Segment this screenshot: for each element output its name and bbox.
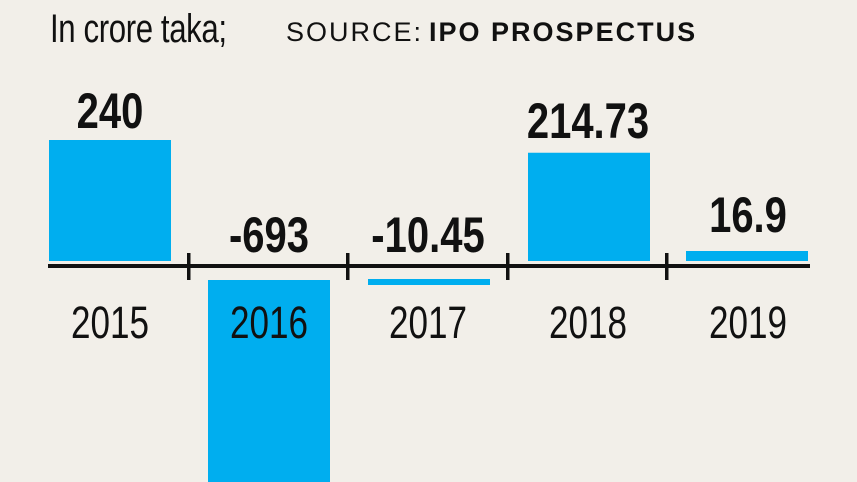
value-label-2016: -693 bbox=[229, 207, 309, 263]
x-axis-line bbox=[48, 264, 810, 268]
bar-2016 bbox=[208, 280, 330, 482]
source-name: IPO PROSPECTUS bbox=[429, 17, 698, 47]
category-label-2019: 2019 bbox=[709, 297, 787, 348]
category-label-2017: 2017 bbox=[389, 297, 467, 348]
unit-label: In crore taka; bbox=[50, 7, 227, 51]
source-note: SOURCE: IPO PROSPECTUS bbox=[286, 4, 697, 60]
category-label-2018: 2018 bbox=[549, 297, 627, 348]
x-axis-tick bbox=[665, 253, 669, 280]
value-label-2018: 214.73 bbox=[527, 93, 649, 149]
bar-2017 bbox=[368, 279, 490, 285]
category-label-2016: 2016 bbox=[230, 297, 308, 348]
value-label-2017: -10.45 bbox=[371, 207, 484, 263]
chart-unit-header: In crore taka; bbox=[50, 4, 276, 54]
bar-2019 bbox=[686, 251, 808, 261]
x-axis-tick bbox=[346, 253, 350, 280]
source-label: SOURCE: bbox=[286, 17, 424, 47]
x-axis-tick bbox=[187, 253, 191, 280]
value-label-2015: 240 bbox=[77, 83, 144, 139]
bar-2018 bbox=[528, 152, 650, 261]
bar-2015 bbox=[49, 140, 171, 261]
x-axis-tick bbox=[506, 253, 510, 280]
category-label-2015: 2015 bbox=[71, 297, 149, 348]
value-label-2019: 16.9 bbox=[709, 187, 787, 243]
